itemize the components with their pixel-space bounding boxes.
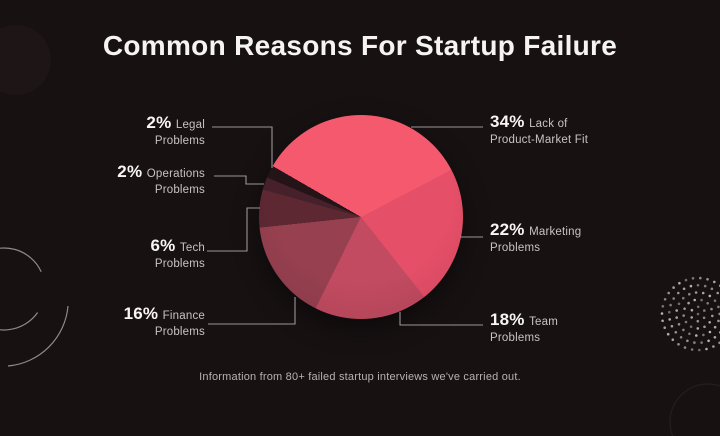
callout-legal: 2% Legal Problems <box>65 113 205 149</box>
legal-label-line2: Problems <box>154 135 205 147</box>
callout-tech: 6% Tech Problems <box>65 236 205 272</box>
callout-finance: 16% Finance Problems <box>55 304 205 340</box>
tech-label: Tech <box>179 242 205 254</box>
legal-percent: 2% <box>146 113 172 132</box>
connector-operations <box>214 175 264 185</box>
connector-legal <box>212 126 273 168</box>
team-percent: 18% <box>490 310 525 329</box>
marketing-label-line2: Problems <box>490 242 541 254</box>
team-label-line2: Problems <box>490 332 541 344</box>
callout-product-market-fit: 34% Lack of Product-Market Fit <box>490 112 650 148</box>
marketing-label: Marketing <box>529 226 582 238</box>
callout-marketing: 22% Marketing Problems <box>490 220 650 256</box>
callout-operations: 2% Operations Problems <box>55 162 205 198</box>
pmf-label: Lack of <box>529 118 568 130</box>
finance-percent: 16% <box>123 304 159 323</box>
tech-percent: 6% <box>150 236 176 255</box>
connector-finance <box>208 297 296 325</box>
spiral-arc-inner-decoration <box>0 247 42 331</box>
callout-team: 18% Team Problems <box>490 310 650 346</box>
tech-label-line2: Problems <box>154 258 205 270</box>
marketing-percent: 22% <box>490 220 525 239</box>
operations-label-line2: Problems <box>154 184 205 196</box>
legal-label: Legal <box>175 119 205 131</box>
corner-ring-decoration <box>669 383 720 436</box>
pmf-percent: 34% <box>490 112 525 131</box>
operations-percent: 2% <box>117 162 143 181</box>
connector-tech <box>207 207 260 252</box>
connector-team <box>399 312 483 326</box>
finance-label-line2: Problems <box>154 326 205 338</box>
team-label: Team <box>529 316 558 328</box>
source-note: Information from 80+ failed startup inte… <box>199 371 521 383</box>
pie-chart <box>259 115 463 319</box>
dots-decoration <box>660 276 720 352</box>
operations-label: Operations <box>146 168 205 180</box>
pmf-label-line2: Product-Market Fit <box>490 134 589 146</box>
finance-label: Finance <box>162 310 205 322</box>
page-title: Common Reasons For Startup Failure <box>102 30 618 61</box>
